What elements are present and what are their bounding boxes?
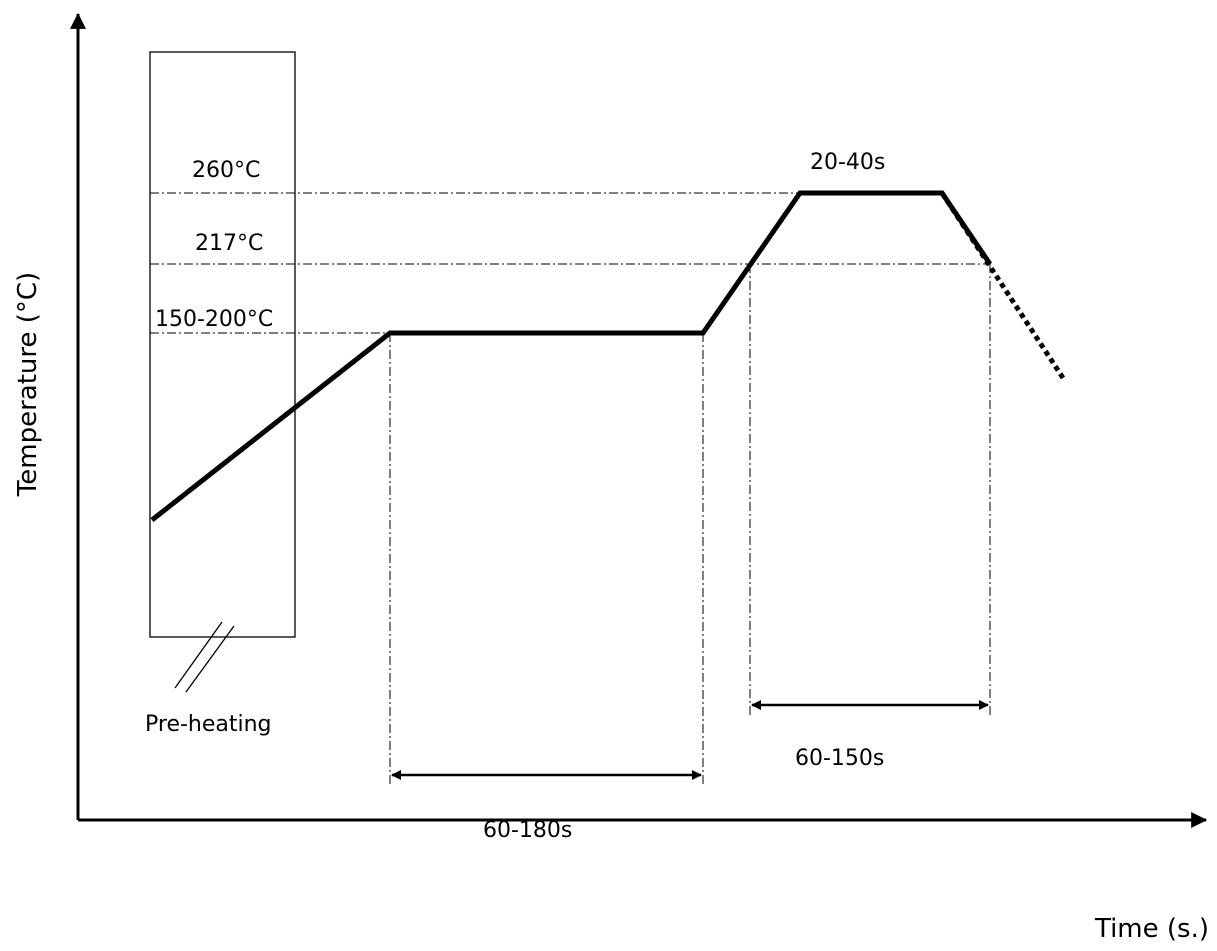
label-pre-heating: Pre-heating xyxy=(145,712,272,737)
label-peak-dwell: 20-40s xyxy=(810,150,885,175)
break-mark-1 xyxy=(174,621,223,689)
y-axis-label: Temperature (°C) xyxy=(13,272,43,497)
break-mark-2 xyxy=(185,625,235,693)
label-217: 217°C xyxy=(195,231,263,256)
label-above-liquidus: 60-150s xyxy=(795,746,884,771)
label-soak-time: 60-180s xyxy=(483,818,572,843)
cooling-dotted-line xyxy=(939,191,1068,383)
label-260: 260°C xyxy=(192,158,260,183)
pre-heating-zone-box xyxy=(149,51,296,638)
label-150-200: 150-200°C xyxy=(155,307,273,332)
temperature-profile-line xyxy=(150,190,993,522)
x-axis-label: Time (s.) xyxy=(1094,914,1209,944)
